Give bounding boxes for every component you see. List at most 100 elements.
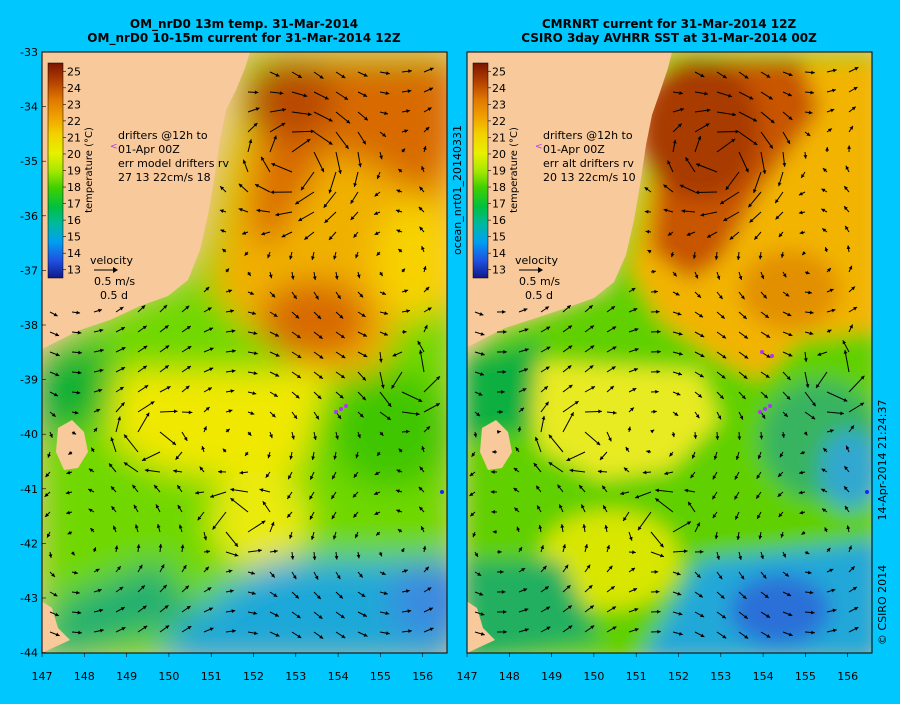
left-colorbar-tick-label: 19 [67,165,81,178]
right-longitude-tick-label: 151 [626,670,647,683]
left-colorbar-tick-label: 20 [67,148,81,161]
right-drifter-legend: < drifters @12h to 01-Apr 00Z err alt dr… [535,129,636,184]
latitude-tick-label: -38 [20,319,38,332]
right-colorbar-tick-label: 20 [492,148,506,161]
latitude-tick-label: -44 [20,647,38,660]
left-longitude-tick-label: 147 [32,670,53,683]
right-drifter-dot [763,407,767,411]
left-longitude-tick-label: 148 [74,670,95,683]
left-drifter-dot [440,490,444,494]
right-colorbar-tick-label: 16 [492,214,506,227]
right-legend-line: 01-Apr 00Z [543,143,605,156]
right-longitude-tick-label: 154 [753,670,774,683]
left-longitude-axis: 147 148 149 150 151 152 153 154 155 156 [32,653,434,683]
left-longitude-tick-label: 156 [412,670,433,683]
right-velocity-title: velocity [515,254,558,267]
left-velocity-duration: 0.5 d [100,289,128,302]
left-velocity-speed: 0.5 m/s [94,275,135,288]
latitude-tick-label: -40 [20,428,38,441]
right-colorbar-tick-label: 24 [492,82,506,95]
latitude-tick-label: -43 [20,592,38,605]
left-colorbar-tick-label: 22 [67,115,81,128]
right-longitude-tick-label: 153 [710,670,731,683]
right-longitude-tick-label: 149 [541,670,562,683]
left-colorbar-tick-label: 13 [67,264,81,277]
left-colorbar-tick-label: 25 [67,65,81,78]
left-longitude-tick-label: 155 [370,670,391,683]
right-velocity-speed: 0.5 m/s [519,275,560,288]
right-velocity-duration: 0.5 d [525,289,553,302]
product-id-label: ocean_nrt01_20140331 [451,125,464,255]
left-longitude-tick-label: 149 [116,670,137,683]
left-drifter-marker-icon: < [110,142,118,152]
right-drifter-dot [865,490,869,494]
right-longitude-tick-label: 148 [499,670,520,683]
right-colorbar-tick-label: 13 [492,264,506,277]
right-longitude-tick-label: 152 [668,670,689,683]
left-drifter-dot [339,407,343,411]
left-velocity-title: velocity [90,254,133,267]
right-drifter-marker-icon: < [535,142,543,152]
latitude-tick-label: -36 [20,210,38,223]
right-drifter-dot [758,410,762,414]
generation-timestamp: 14-Apr-2014 21:24:37 [876,400,889,521]
left-colorbar-tick-label: 21 [67,131,81,144]
right-longitude-tick-label: 155 [795,670,816,683]
left-longitude-tick-label: 152 [243,670,264,683]
left-title-line1: OM_nrD0 13m temp. 31-Mar-2014 [130,17,358,32]
left-longitude-tick-label: 154 [328,670,349,683]
copyright-notice: © CSIRO 2014 [876,565,889,645]
left-drifter-dot [344,404,348,408]
left-colorbar-tick-label: 24 [67,82,81,95]
latitude-tick-label: -33 [20,46,38,59]
latitude-tick-label: -39 [20,374,38,387]
right-legend-line: 20 13 22cm/s 10 [543,171,636,184]
right-map-panel [465,52,880,660]
right-longitude-axis: 147 148 149 150 151 152 153 154 155 156 [457,653,859,683]
right-legend-line: drifters @12h to [543,129,633,142]
left-title-line2: OM_nrD0 10-15m current for 31-Mar-2014 1… [87,31,401,46]
right-colorbar-tick-label: 25 [492,65,506,78]
left-colorbar-tick-label: 15 [67,231,81,244]
left-legend-line: 27 13 22cm/s 18 [118,171,211,184]
left-longitude-tick-label: 150 [158,670,179,683]
right-colorbar-tick-label: 21 [492,131,506,144]
left-colorbar-label: temperature (°C) [84,127,95,213]
left-longitude-tick-label: 153 [285,670,306,683]
right-colorbar-label: temperature (°C) [509,127,520,213]
left-colorbar-tick-label: 17 [67,198,81,211]
left-drifter-dot [334,410,338,414]
latitude-tick-label: -41 [20,483,38,496]
left-colorbar-tick-label: 14 [67,247,81,260]
latitude-tick-label: -35 [20,155,38,168]
right-drifter-dot [770,354,774,358]
right-legend-line: err alt drifters rv [543,157,634,170]
left-map-panel [40,52,470,660]
right-colorbar-tick-label: 23 [492,98,506,111]
right-title-line1: CMRNRT current for 31-Mar-2014 12Z [542,17,797,31]
left-colorbar-tick-label: 23 [67,98,81,111]
right-longitude-tick-label: 150 [583,670,604,683]
right-title-line2: CSIRO 3day AVHRR SST at 31-Mar-2014 00Z [521,31,817,45]
right-colorbar-tick-label: 22 [492,115,506,128]
left-colorbar-tick-label: 16 [67,214,81,227]
left-legend-line: err model drifters rv [118,157,229,170]
left-longitude-tick-label: 151 [201,670,222,683]
right-longitude-tick-label: 147 [457,670,478,683]
right-colorbar-tick-label: 17 [492,198,506,211]
right-drifter-dot [768,404,772,408]
right-colorbar-tick-label: 14 [492,247,506,260]
left-legend-line: drifters @12h to [118,129,208,142]
right-colorbar-tick-label: 19 [492,165,506,178]
left-legend-line: 01-Apr 00Z [118,143,180,156]
left-colorbar-tick-label: 18 [67,181,81,194]
right-colorbar-tick-label: 18 [492,181,506,194]
latitude-tick-label: -34 [20,101,38,114]
latitude-tick-label: -37 [20,264,38,277]
latitude-tick-label: -42 [20,537,38,550]
right-longitude-tick-label: 156 [837,670,858,683]
right-colorbar-tick-label: 15 [492,231,506,244]
right-drifter-dot [760,350,764,354]
